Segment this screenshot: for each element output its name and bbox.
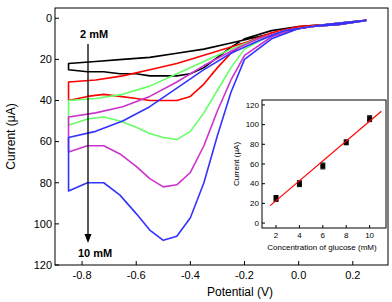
inset-plot: 246810020406080100120Concentration of gl…: [232, 100, 386, 252]
y-tick-label: 80: [40, 177, 52, 189]
y-tick: [55, 141, 59, 142]
annotation: 2 mM: [80, 28, 108, 40]
y-tick-label: 60: [40, 135, 52, 147]
error-bar-cap: [297, 186, 302, 187]
x-tick-label: 6: [321, 231, 326, 240]
x-tick-label: 10: [365, 231, 374, 240]
x-tick-label: -0.2: [235, 269, 254, 281]
y-tick: [262, 223, 265, 224]
arrow-head: [85, 234, 92, 243]
arrow-shaft: [87, 44, 88, 236]
y-tick-label: 100: [34, 218, 52, 230]
y-tick-label: 20: [250, 199, 259, 208]
x-tick: [190, 261, 191, 265]
fit-line: [270, 111, 381, 205]
y-tick: [55, 223, 59, 224]
y-tick: [55, 18, 59, 19]
plot-frame: [262, 100, 386, 228]
x-axis-title: Concentration of glucose (mM): [267, 243, 377, 252]
y-axis-title: Current (μA): [4, 103, 18, 169]
y-tick: [262, 183, 265, 184]
x-tick-label: 2: [274, 231, 279, 240]
x-tick: [369, 225, 370, 228]
y-tick: [55, 182, 59, 183]
x-tick: [276, 225, 277, 228]
y-tick: [262, 164, 265, 165]
x-axis-title: Potential (V): [207, 285, 273, 299]
y-tick-label: 120: [246, 101, 260, 110]
x-tick: [352, 261, 353, 265]
y-tick: [262, 144, 265, 145]
y-tick-label: 20: [40, 53, 52, 65]
x-tick: [298, 261, 299, 265]
y-tick: [262, 104, 265, 105]
x-tick-label: -0.4: [181, 269, 200, 281]
x-tick: [299, 225, 300, 228]
y-tick-label: 0: [255, 219, 260, 228]
x-tick-label: -0.8: [73, 269, 92, 281]
x-tick: [136, 261, 137, 265]
y-tick-label: 120: [34, 259, 52, 271]
x-tick-label: 0.0: [291, 269, 306, 281]
y-tick: [55, 59, 59, 60]
y-tick-label: 40: [40, 94, 52, 106]
data-point: [320, 163, 325, 168]
plot-frame: [55, 8, 388, 265]
y-tick-label: 0: [46, 12, 52, 24]
y-tick: [55, 100, 59, 101]
error-bar-cap: [367, 115, 372, 116]
chart: -0.8-0.6-0.4-0.20.00.2020406080100120Pot…: [0, 0, 392, 302]
y-tick: [262, 124, 265, 125]
y-tick-label: 100: [246, 120, 260, 129]
cv-curve: [69, 20, 367, 100]
error-bar-cap: [274, 195, 279, 196]
y-tick: [55, 265, 59, 266]
data-layer: [270, 111, 381, 205]
error-bar: [320, 163, 325, 169]
x-tick: [346, 225, 347, 228]
x-tick-label: 0.2: [345, 269, 360, 281]
x-tick-label: 8: [344, 231, 349, 240]
y-tick-label: 80: [250, 140, 259, 149]
y-tick-label: 40: [250, 179, 259, 188]
x-tick-label: -0.6: [127, 269, 146, 281]
error-bar-cap: [320, 168, 325, 169]
x-tick: [82, 261, 83, 265]
x-tick: [244, 261, 245, 265]
y-tick: [262, 203, 265, 204]
x-tick-label: 4: [297, 231, 302, 240]
main-plot: -0.8-0.6-0.4-0.20.00.2020406080100120Pot…: [4, 8, 388, 299]
y-tick-label: 60: [250, 160, 259, 169]
x-tick: [322, 225, 323, 228]
y-axis-title: Current (μA): [232, 142, 241, 187]
annotation: 10 mM: [78, 247, 112, 259]
